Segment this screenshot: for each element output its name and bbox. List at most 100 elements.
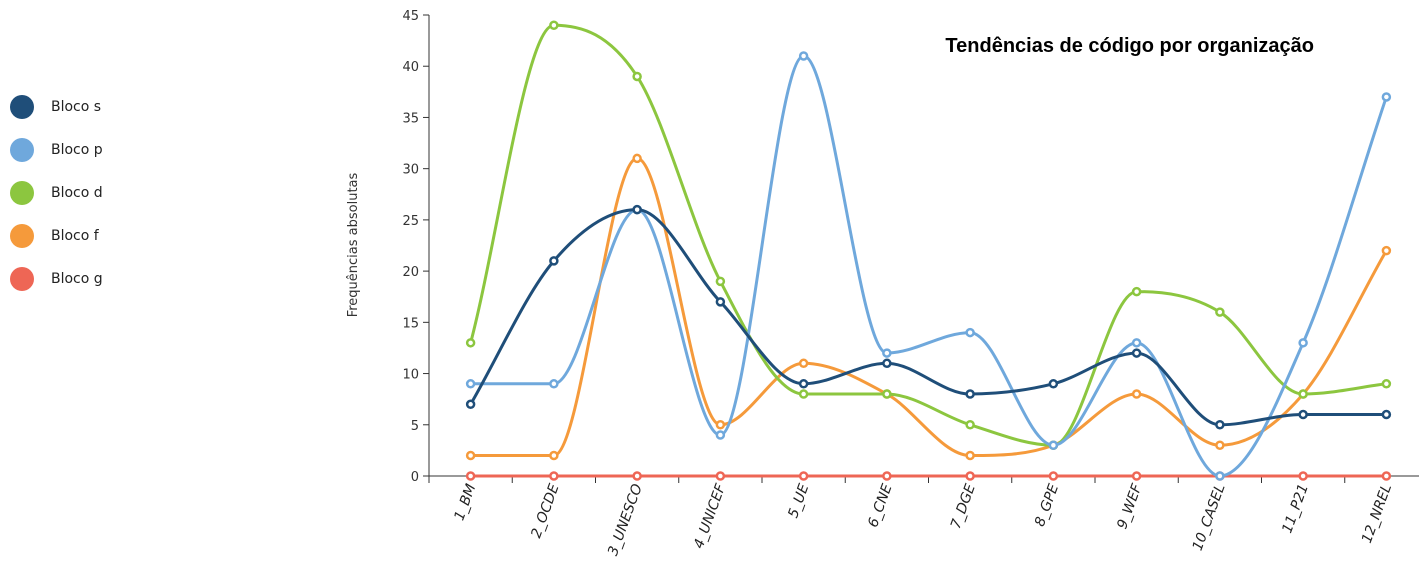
x-tick-label: 1_BM bbox=[451, 482, 479, 523]
data-point bbox=[882, 389, 892, 399]
data-point bbox=[715, 276, 726, 287]
legend-label: Bloco s bbox=[51, 98, 102, 115]
x-tick-label: 8_GPE bbox=[1032, 482, 1062, 529]
data-point bbox=[798, 379, 809, 389]
x-tick-label: 9_WEF bbox=[1114, 481, 1145, 531]
y-tick-label: 30 bbox=[402, 163, 419, 178]
data-point bbox=[1131, 348, 1142, 358]
data-point bbox=[465, 450, 476, 461]
series-group bbox=[465, 204, 1392, 430]
data-point bbox=[882, 348, 892, 358]
data-point bbox=[1131, 389, 1142, 399]
y-tick-label: 10 bbox=[402, 368, 419, 383]
series-group bbox=[465, 153, 1392, 461]
data-point bbox=[632, 153, 642, 164]
data-point bbox=[549, 256, 559, 266]
data-point bbox=[632, 471, 642, 481]
legend-marker-icon bbox=[10, 266, 34, 291]
data-point bbox=[1215, 307, 1225, 317]
data-point bbox=[798, 51, 809, 61]
y-tick-label: 5 bbox=[411, 419, 419, 434]
series-group bbox=[465, 51, 1392, 481]
series-line bbox=[470, 54, 1388, 478]
x-tick-label: 2_OCDE bbox=[528, 482, 562, 541]
data-point bbox=[1048, 440, 1059, 451]
data-point bbox=[1048, 379, 1059, 389]
legend-label: Bloco g bbox=[51, 270, 103, 287]
y-axis-title: Frequências absolutas bbox=[346, 172, 361, 317]
data-point bbox=[1131, 286, 1142, 297]
data-point bbox=[465, 379, 476, 389]
y-tick-label: 20 bbox=[402, 265, 419, 280]
data-point bbox=[965, 450, 975, 461]
legend-item[interactable]: Bloco f bbox=[10, 223, 103, 248]
data-point bbox=[465, 471, 476, 481]
data-point bbox=[1131, 338, 1142, 348]
y-tick-label: 0 bbox=[411, 470, 419, 485]
legend-item[interactable]: Bloco g bbox=[10, 266, 103, 291]
legend-marker-icon bbox=[10, 137, 34, 162]
y-tick-label: 15 bbox=[402, 316, 419, 331]
y-tick-label: 25 bbox=[402, 214, 419, 229]
data-point bbox=[465, 399, 476, 410]
data-point bbox=[715, 297, 726, 307]
data-point bbox=[1131, 471, 1142, 481]
x-tick-label: 6_CNE bbox=[865, 482, 895, 530]
data-point bbox=[549, 450, 559, 461]
data-point bbox=[965, 471, 975, 481]
legend-label: Bloco f bbox=[51, 227, 99, 244]
data-point bbox=[1298, 471, 1308, 481]
x-tick-label: 11_P21 bbox=[1279, 482, 1312, 535]
x-tick-label: 7_DGE bbox=[948, 482, 979, 531]
legend-item[interactable]: Bloco d bbox=[10, 180, 103, 205]
data-point bbox=[965, 327, 975, 338]
data-point bbox=[1381, 92, 1392, 102]
data-point bbox=[715, 430, 726, 440]
data-point bbox=[632, 71, 642, 82]
y-tick-label: 45 bbox=[402, 9, 419, 24]
chart-title: Tendências de código por organização bbox=[945, 35, 1314, 57]
data-point bbox=[715, 471, 726, 481]
data-point bbox=[1381, 409, 1392, 420]
data-point bbox=[798, 389, 809, 399]
y-tick-label: 40 bbox=[402, 60, 419, 75]
data-point bbox=[1381, 245, 1392, 256]
legend-marker-icon bbox=[10, 94, 34, 119]
data-point bbox=[715, 420, 726, 430]
legend-marker-icon bbox=[10, 223, 34, 248]
legend-label: Bloco d bbox=[51, 184, 103, 201]
data-point bbox=[882, 471, 892, 481]
series-line bbox=[470, 156, 1388, 458]
data-point bbox=[798, 471, 809, 481]
legend-marker-icon bbox=[10, 180, 34, 205]
legend-item[interactable]: Bloco p bbox=[10, 137, 103, 162]
x-tick-label: 5_UE bbox=[785, 482, 812, 521]
legend-label: Bloco p bbox=[51, 141, 103, 158]
data-point bbox=[549, 471, 559, 481]
data-point bbox=[1215, 420, 1225, 430]
x-tick-label: 4_UNICEF bbox=[691, 481, 729, 551]
data-point bbox=[1215, 471, 1225, 481]
data-point bbox=[798, 358, 809, 369]
data-point bbox=[1381, 471, 1392, 481]
data-point bbox=[1048, 471, 1059, 481]
data-point bbox=[1298, 409, 1308, 420]
data-point bbox=[549, 20, 559, 30]
data-point bbox=[1298, 389, 1308, 399]
x-tick-label: 12_NREL bbox=[1359, 482, 1395, 545]
series-group bbox=[465, 20, 1392, 451]
data-point bbox=[465, 338, 476, 348]
data-point bbox=[965, 420, 975, 430]
x-tick-label: 3_UNESCO bbox=[605, 482, 646, 558]
data-point bbox=[1298, 338, 1308, 348]
data-point bbox=[882, 358, 892, 369]
legend: Bloco s Bloco p Bloco d Bloco f Bloco g bbox=[10, 94, 103, 311]
data-point bbox=[1381, 379, 1392, 389]
data-point bbox=[632, 204, 642, 215]
data-point bbox=[1215, 440, 1225, 451]
data-point bbox=[549, 379, 559, 389]
legend-item[interactable]: Bloco s bbox=[10, 94, 103, 119]
data-point bbox=[965, 389, 975, 399]
